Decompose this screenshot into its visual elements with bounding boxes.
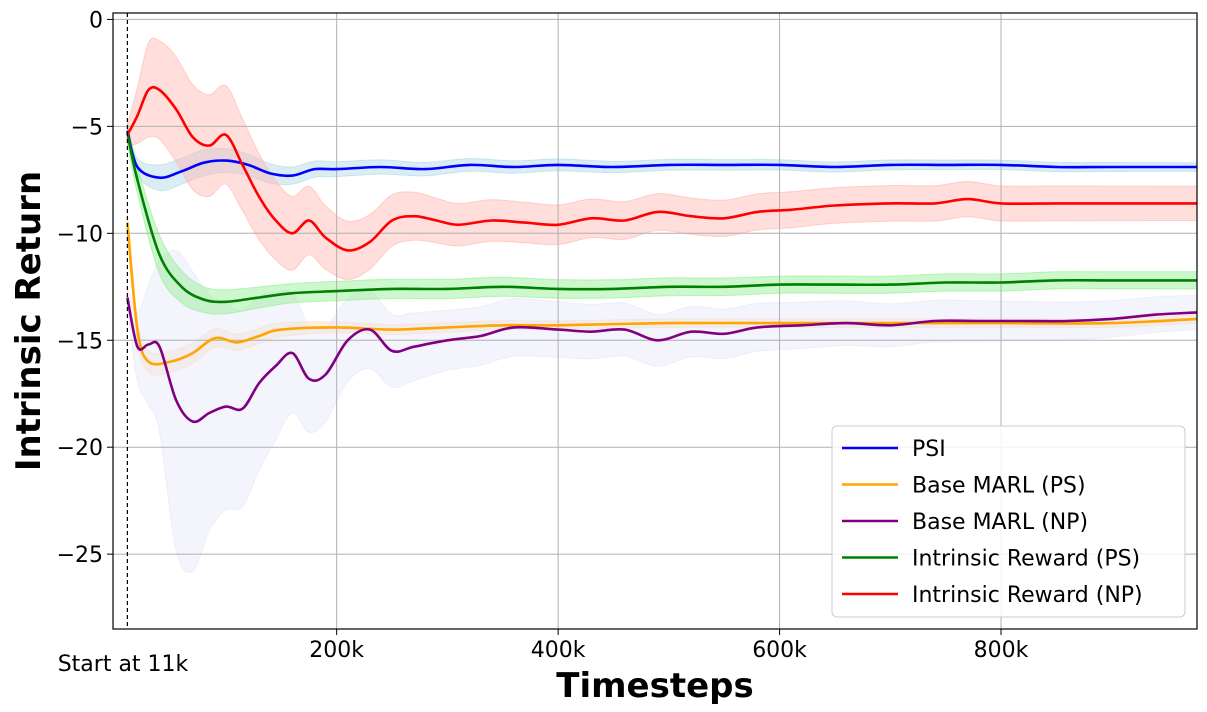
y-tick-label-5: −25 xyxy=(57,543,103,568)
band-0 xyxy=(126,124,1198,192)
start-marker-label: Start at 11k xyxy=(58,652,189,677)
y-tick-label-4: −20 xyxy=(57,436,103,461)
y-tick-label-0: 0 xyxy=(89,8,103,33)
legend-label-1: Base MARL (PS) xyxy=(912,474,1086,499)
legend-label-2: Base MARL (NP) xyxy=(912,510,1088,535)
legend: PSI Base MARL (PS) Base MARL (NP) Intrinsic… xyxy=(831,425,1186,618)
y-tick-label-1: −5 xyxy=(71,115,103,140)
legend-label-3: Intrinsic Reward (PS) xyxy=(912,547,1140,572)
x-tick-label-1: 400k xyxy=(531,638,586,663)
series-line-4 xyxy=(126,85,1197,252)
axis-ticks: 200k 400k 600k 800k 0 −5 −10 −15 −20 −25 xyxy=(57,8,1029,663)
legend-label-4: Intrinsic Reward (NP) xyxy=(912,583,1143,608)
legend-label-0: PSI xyxy=(912,437,946,462)
series-line-2 xyxy=(126,297,1198,424)
x-tick-label-2: 600k xyxy=(752,638,807,663)
y-axis-title: Intrinsic Return xyxy=(9,171,49,471)
band-4 xyxy=(126,37,1198,281)
series-line-3 xyxy=(126,132,1197,304)
plot-frame xyxy=(112,12,1198,630)
y-tick-label-3: −15 xyxy=(57,329,103,354)
series-lines xyxy=(126,85,1198,424)
series-line-0 xyxy=(126,130,1197,180)
y-tick-label-2: −10 xyxy=(57,222,103,247)
x-axis-title: Timesteps xyxy=(556,666,753,706)
x-tick-label-3: 800k xyxy=(974,638,1029,663)
legend-box xyxy=(831,425,1186,618)
x-tick-label-0: 200k xyxy=(309,638,364,663)
